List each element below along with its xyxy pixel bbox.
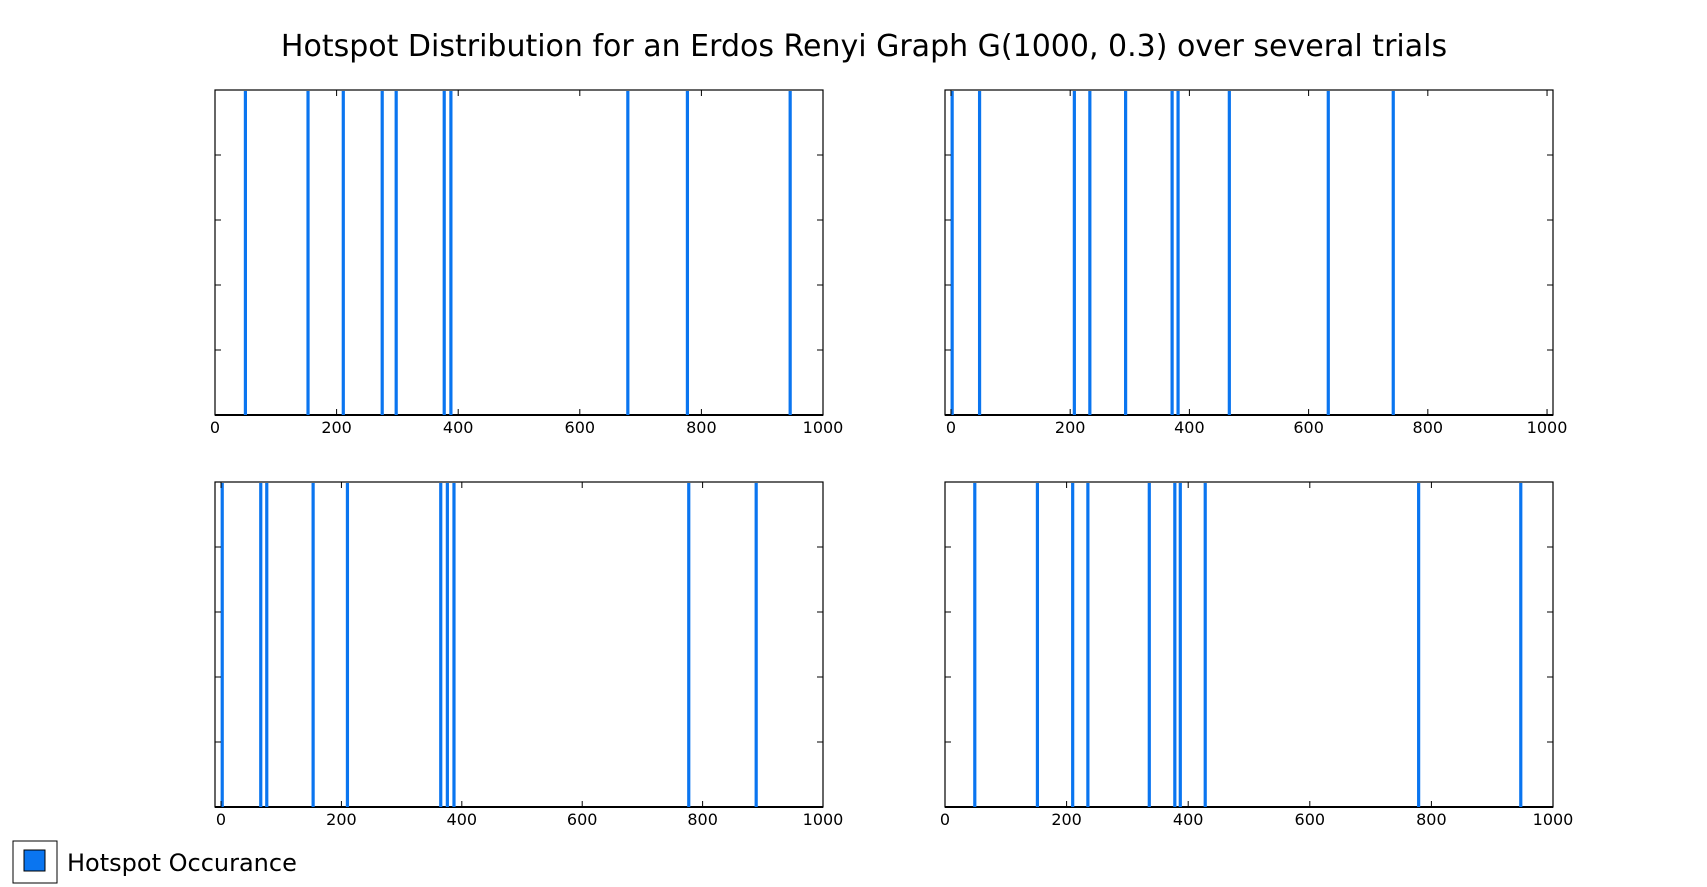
axes-frame <box>944 481 1554 808</box>
x-tick-label: 400 <box>447 810 478 829</box>
x-tick-label: 800 <box>1416 810 1447 829</box>
subplot-top-left: 0 200 400 600 800 1000 <box>210 89 844 437</box>
axes-frame <box>214 481 824 808</box>
x-tick-label: 0 <box>940 810 950 829</box>
subplot-grid: 0 200 400 600 800 1000 0 200 400 600 800 1000 0 200 40… <box>210 89 1574 829</box>
legend: Hotspot Occurance <box>12 840 297 884</box>
x-tick-label: 400 <box>1174 418 1205 437</box>
axes-frame <box>214 89 824 416</box>
x-tick-label: 200 <box>321 418 352 437</box>
x-tick-label: 600 <box>567 810 598 829</box>
x-tick-label: 800 <box>686 418 717 437</box>
x-tick-label: 0 <box>216 810 226 829</box>
legend-label: Hotspot Occurance <box>67 849 297 877</box>
subplot-top-right: 0 200 400 600 800 1000 <box>944 89 1568 437</box>
x-tick-label: 0 <box>210 418 220 437</box>
x-tick-label: 400 <box>443 418 474 437</box>
x-tick-label: 400 <box>1173 810 1204 829</box>
axes-frame <box>944 89 1554 416</box>
x-tick-label: 1000 <box>803 810 844 829</box>
subplot-bottom-right: 0 200 400 600 800 1000 <box>940 481 1574 829</box>
x-tick-label: 1000 <box>1533 810 1574 829</box>
subplot-bottom-left: 0 200 400 600 800 1000 <box>214 481 844 829</box>
x-tick-label: 800 <box>1413 418 1444 437</box>
x-tick-label: 800 <box>687 810 718 829</box>
x-tick-label: 600 <box>1293 418 1324 437</box>
figure-title: Hotspot Distribution for an Erdos Renyi … <box>281 29 1447 64</box>
x-tick-label: 200 <box>1055 418 1086 437</box>
x-tick-label: 200 <box>1051 810 1082 829</box>
x-tick-label: 0 <box>946 418 956 437</box>
x-tick-label: 200 <box>326 810 357 829</box>
x-tick-label: 600 <box>565 418 596 437</box>
x-tick-label: 600 <box>1295 810 1326 829</box>
x-tick-label: 1000 <box>1527 418 1568 437</box>
legend-swatch <box>23 849 46 872</box>
x-tick-label: 1000 <box>803 418 844 437</box>
